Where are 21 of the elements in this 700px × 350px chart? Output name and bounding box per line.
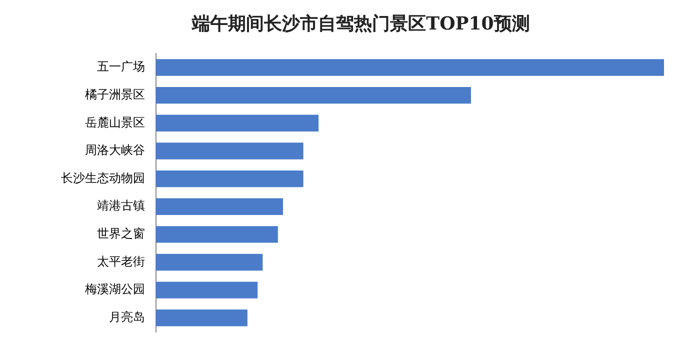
y-tick-label: 长沙生态动物园 xyxy=(61,170,145,185)
bar xyxy=(156,226,278,243)
bar xyxy=(156,86,471,104)
y-tick-label: 五一广场 xyxy=(97,60,145,74)
chart-title: 端午期间长沙市自驾热门景区TOP10预测 xyxy=(191,13,530,34)
bar xyxy=(156,59,664,76)
bar xyxy=(156,310,248,326)
y-tick-label: 太平老街 xyxy=(97,254,145,268)
y-tick-label: 岳麓山景区 xyxy=(85,115,145,130)
y-tick-label: 月亮岛 xyxy=(109,310,145,324)
y-tick-label: 世界之窗 xyxy=(97,226,145,241)
bar xyxy=(156,114,319,132)
bar xyxy=(156,254,263,271)
y-tick-label: 靖港古镇 xyxy=(97,198,145,213)
y-tick-label: 周洛大峡谷 xyxy=(85,143,145,158)
y-tick-label: 梅溪湖公园 xyxy=(84,282,145,296)
y-tick-label: 橘子洲景区 xyxy=(85,87,145,102)
bar xyxy=(156,282,258,298)
bar xyxy=(156,170,304,188)
bar xyxy=(156,198,283,215)
bar xyxy=(156,142,304,160)
